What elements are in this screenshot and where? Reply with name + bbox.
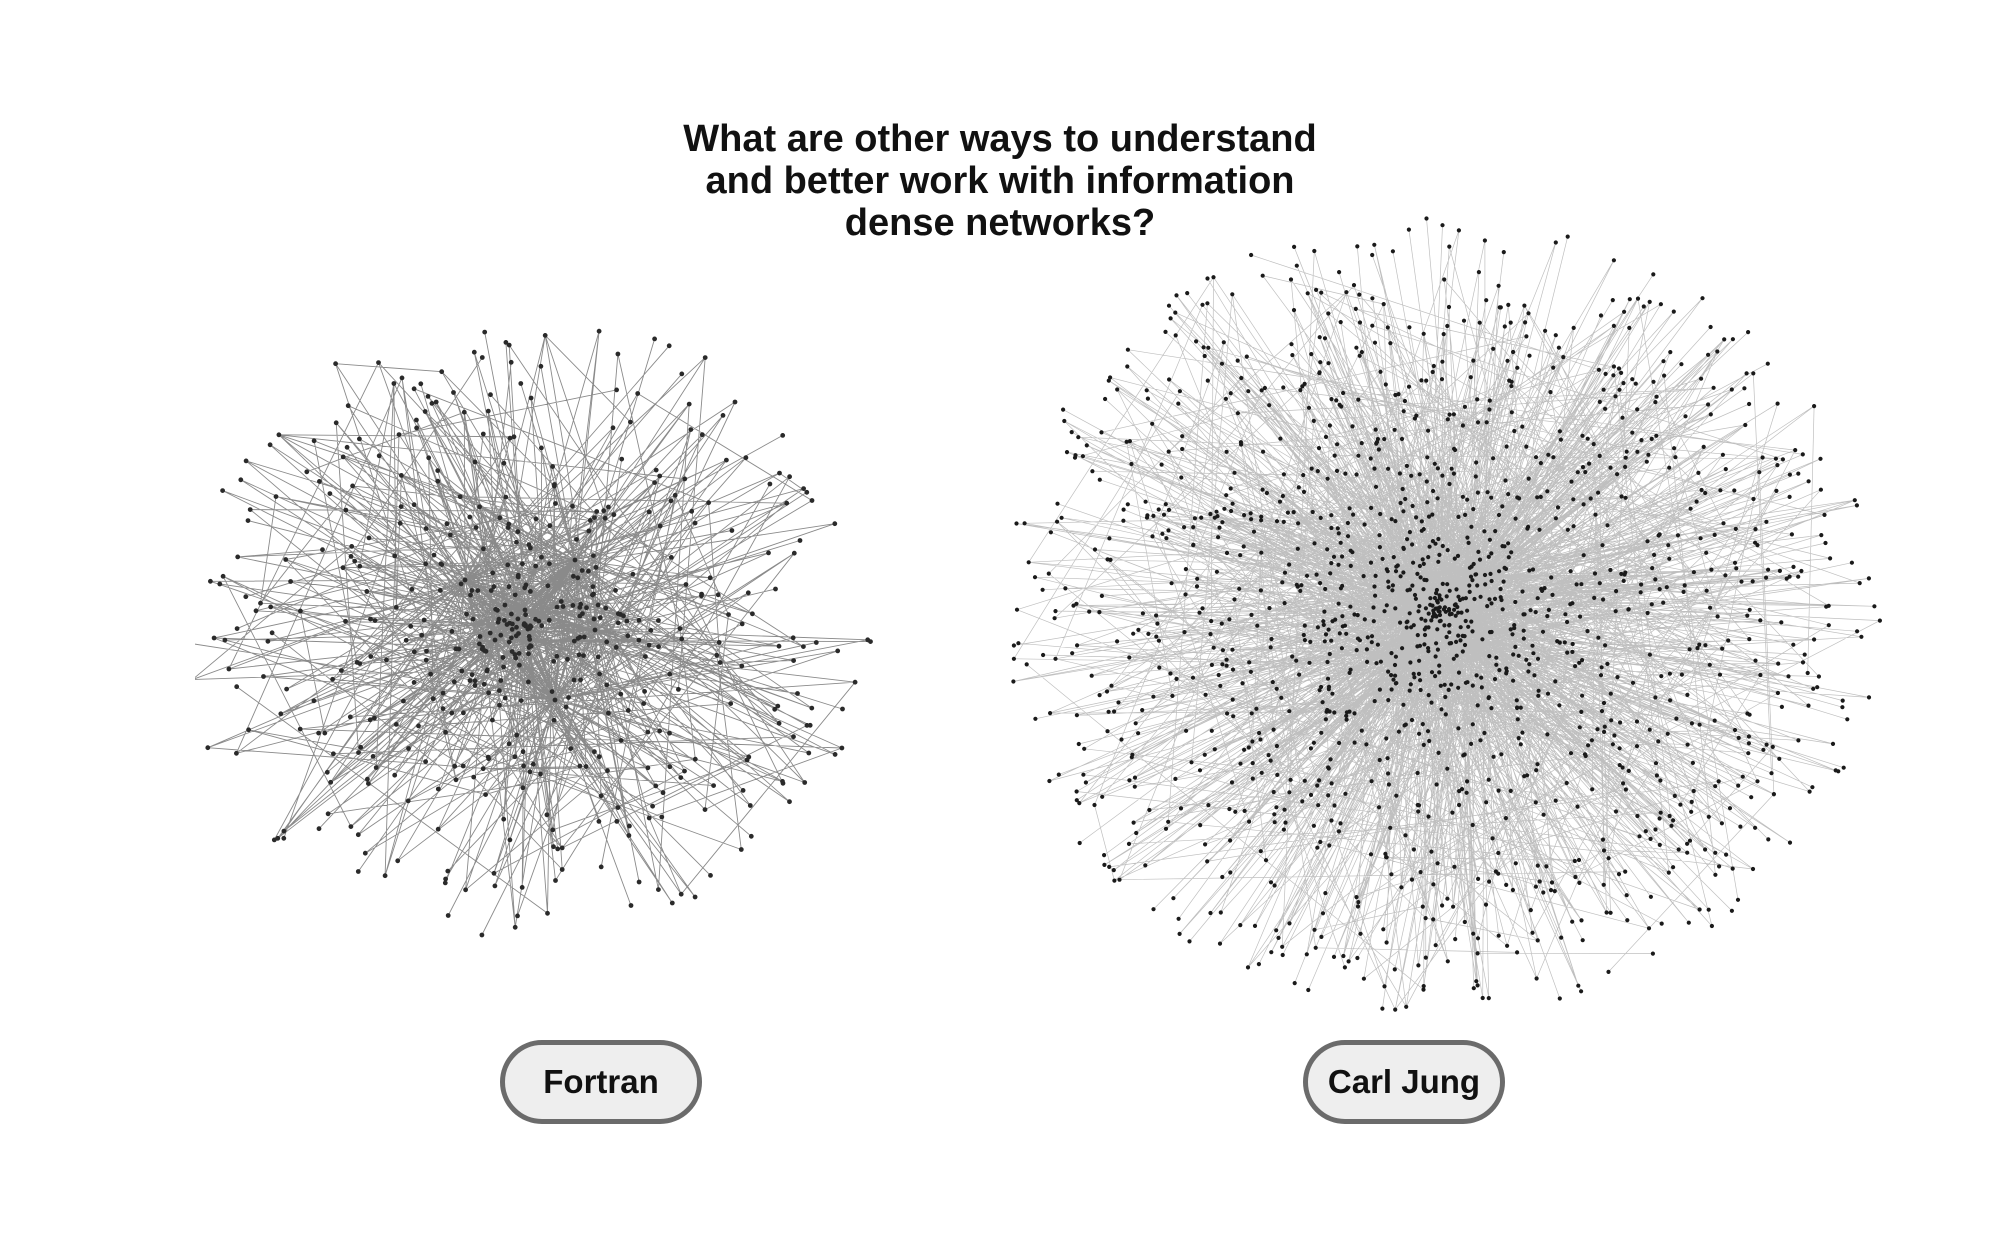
heading-line-2: and better work with information	[705, 160, 1295, 202]
heading: What are other ways to understand and be…	[0, 118, 2000, 244]
heading-line-1: What are other ways to understand	[683, 118, 1317, 160]
carl-jung-label: Carl Jung	[1327, 1063, 1481, 1100]
carl-jung-network-graph	[1011, 216, 1882, 1012]
carl-jung-label-button[interactable]: Carl Jung	[1303, 1040, 1505, 1124]
fortran-network-graph	[195, 328, 873, 938]
heading-line-3: dense networks?	[844, 202, 1156, 244]
fortran-label: Fortran	[543, 1063, 659, 1100]
fortran-label-button[interactable]: Fortran	[500, 1040, 702, 1124]
